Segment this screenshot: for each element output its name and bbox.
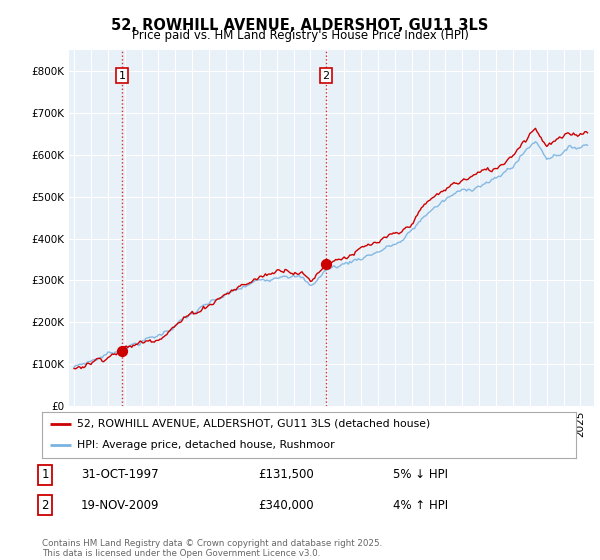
Text: HPI: Average price, detached house, Rushmoor: HPI: Average price, detached house, Rush… <box>77 440 334 450</box>
Text: 19-NOV-2009: 19-NOV-2009 <box>81 498 160 512</box>
Text: 5% ↓ HPI: 5% ↓ HPI <box>393 468 448 482</box>
Text: 31-OCT-1997: 31-OCT-1997 <box>81 468 158 482</box>
Point <box>321 259 331 268</box>
Text: 1: 1 <box>118 71 125 81</box>
Text: 52, ROWHILL AVENUE, ALDERSHOT, GU11 3LS (detached house): 52, ROWHILL AVENUE, ALDERSHOT, GU11 3LS … <box>77 419 430 429</box>
Text: 1: 1 <box>41 468 49 482</box>
Text: Contains HM Land Registry data © Crown copyright and database right 2025.
This d: Contains HM Land Registry data © Crown c… <box>42 539 382 558</box>
Text: 2: 2 <box>322 71 329 81</box>
Text: 4% ↑ HPI: 4% ↑ HPI <box>393 498 448 512</box>
Text: £340,000: £340,000 <box>258 498 314 512</box>
Text: Price paid vs. HM Land Registry's House Price Index (HPI): Price paid vs. HM Land Registry's House … <box>131 29 469 42</box>
Text: 52, ROWHILL AVENUE, ALDERSHOT, GU11 3LS: 52, ROWHILL AVENUE, ALDERSHOT, GU11 3LS <box>112 18 488 33</box>
Point <box>117 347 127 356</box>
Text: £131,500: £131,500 <box>258 468 314 482</box>
Text: 2: 2 <box>41 498 49 512</box>
